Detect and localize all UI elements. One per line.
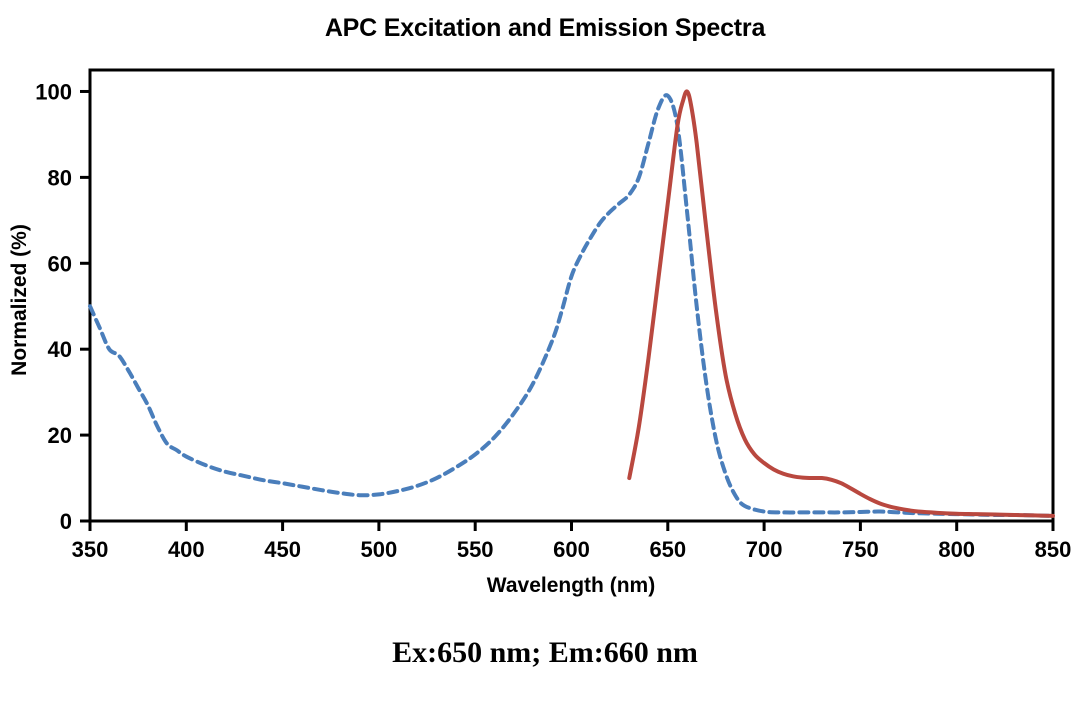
series-line-excitation [88,93,1055,518]
x-tick-label: 450 [264,537,301,562]
figure-caption: Ex:650 nm; Em:660 nm [392,636,698,669]
y-tick-label: 0 [60,509,72,534]
y-tick-label: 100 [35,79,72,104]
spectra-plot: 350 400 450 500 550 600 650 700 750 800 850 0 20 40 6… [8,68,1072,597]
x-tick-label: 700 [746,537,783,562]
x-axis-tick-labels: 350 400 450 500 550 600 650 700 750 800 850 [72,537,1072,562]
y-tick-label: 40 [48,337,72,362]
x-tick-label: 350 [72,537,109,562]
x-tick-label: 550 [457,537,494,562]
x-tick-label: 650 [649,537,686,562]
x-tick-label: 800 [938,537,975,562]
y-axis-title: Normalized (%) [8,224,31,376]
x-tick-label: 500 [361,537,398,562]
y-tick-label: 20 [48,423,72,448]
y-tick-label: 80 [48,165,72,190]
y-axis-tick-labels: 0 20 40 60 80 100 [35,79,72,534]
y-tick-label: 60 [48,251,72,276]
x-axis-title: Wavelength (nm) [487,574,655,597]
plot-border [88,68,1055,523]
y-axis-ticks [80,89,90,523]
x-tick-label: 850 [1035,537,1072,562]
x-axis-ticks [88,521,1055,531]
x-tick-label: 400 [168,537,205,562]
page-title: APC Excitation and Emission Spectra [324,14,766,42]
data-series-group [88,89,1055,518]
plot-frame [88,68,1055,523]
x-tick-label: 600 [553,537,590,562]
x-tick-label: 750 [842,537,879,562]
series-line-emission [627,89,1055,518]
